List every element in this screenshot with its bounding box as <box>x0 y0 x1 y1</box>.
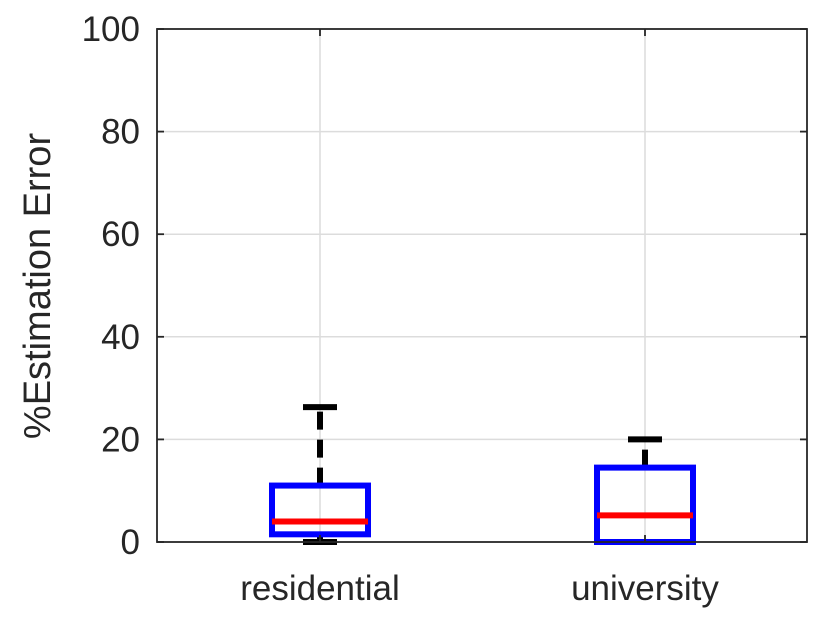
grid-lines <box>157 29 807 542</box>
iqr-box <box>269 482 371 538</box>
y-tick-labels: 0 20 40 60 80 100 <box>82 10 140 562</box>
y-tick-label: 60 <box>101 215 140 254</box>
axes <box>156 28 808 543</box>
axes-frame <box>156 28 808 543</box>
x-tick-label-university: university <box>571 569 719 608</box>
y-tick-label: 20 <box>101 420 140 459</box>
y-tick-label: 100 <box>82 10 140 49</box>
y-tick-label: 40 <box>101 318 140 357</box>
y-tick-label: 0 <box>121 523 140 562</box>
x-tick-label-residential: residential <box>240 569 400 608</box>
box-group-residential <box>269 404 371 545</box>
plot-area <box>269 404 696 545</box>
y-tick-label: 80 <box>101 113 140 152</box>
y-axis-label: %Estimation Error <box>17 133 59 440</box>
x-tick-labels: residential university <box>240 569 719 608</box>
